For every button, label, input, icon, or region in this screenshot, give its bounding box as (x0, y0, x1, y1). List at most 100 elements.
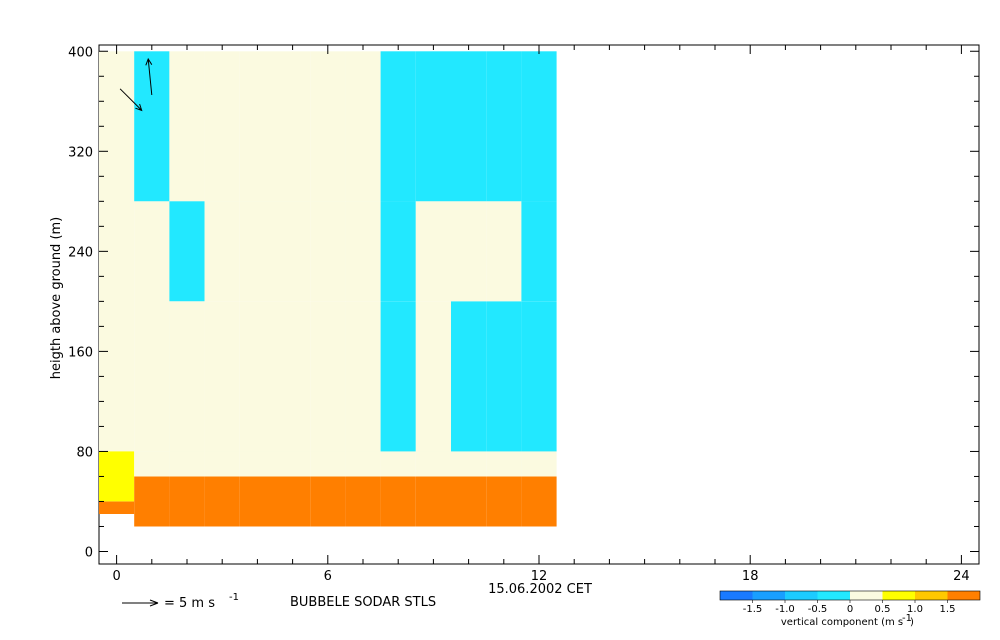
colorbar-bin (915, 591, 948, 600)
wind-arrow (119, 88, 143, 112)
heat-cell (169, 301, 205, 452)
heat-cell (380, 301, 416, 452)
heat-cell (99, 501, 135, 514)
heat-cell (345, 201, 381, 302)
heat-cell (169, 201, 205, 302)
station-label: BUBBELE SODAR STLS (290, 595, 436, 610)
heat-cell (169, 51, 205, 202)
heat-cell (239, 476, 275, 527)
colorbar-title: vertical component (m s (781, 617, 903, 628)
colorbar-bin (752, 591, 785, 600)
colorbar-bin (882, 591, 915, 600)
heat-cell (451, 301, 487, 452)
heat-cell (204, 51, 240, 202)
y-tick-label: 400 (68, 45, 93, 60)
heat-cell (451, 451, 487, 477)
y-tick-label: 320 (68, 145, 93, 160)
x-tick-label: 12 (531, 569, 548, 584)
heat-cell (275, 51, 311, 202)
heat-cell (380, 201, 416, 302)
heat-cell (275, 201, 311, 302)
arrow-legend-head (149, 599, 159, 607)
heat-cell (275, 476, 311, 527)
heat-cell (204, 301, 240, 452)
heat-cell (486, 476, 522, 527)
colorbar-bin (947, 591, 980, 600)
x-tick-label: 24 (953, 569, 970, 584)
heat-cell (345, 51, 381, 202)
colorbar-bin (720, 591, 753, 600)
arrow-legend: = 5 m s -1 (122, 592, 239, 611)
heat-cell (275, 451, 311, 477)
colorbar-tick-label: -1.0 (775, 604, 795, 615)
x-tick-label: 18 (742, 569, 759, 584)
heat-cell (451, 51, 487, 202)
heat-cell (310, 451, 346, 477)
colorbar-bin (817, 591, 850, 600)
heat-cell (169, 476, 205, 527)
y-tick-label: 0 (85, 545, 93, 560)
y-tick-label: 240 (68, 245, 93, 260)
arrow-legend-text: = 5 m s (164, 596, 215, 611)
heat-cell (415, 51, 451, 202)
colorbar-tick-label: 1.5 (940, 604, 956, 615)
heat-cell (204, 476, 240, 527)
heat-cell (239, 451, 275, 477)
x-axis-title: 15.06.2002 CET (488, 582, 592, 597)
heat-cell (486, 451, 522, 477)
heat-cell (415, 301, 451, 452)
colorbar-tick-label: -1.5 (743, 604, 763, 615)
heat-cell (310, 301, 346, 452)
colorbar-tick-label: -0.5 (808, 604, 828, 615)
heat-cell (204, 451, 240, 477)
colorbar-bin (850, 591, 883, 600)
x-tick-label: 0 (112, 569, 120, 584)
y-axis-title: heigth above ground (m) (49, 217, 64, 380)
heat-cell (380, 451, 416, 477)
arrow-legend-exponent: -1 (229, 592, 239, 603)
y-tick-label: 80 (76, 445, 93, 460)
heat-cell (451, 476, 487, 527)
heat-cell (451, 201, 487, 302)
x-tick-label: 6 (324, 569, 332, 584)
colorbar-tick-label: 0.5 (875, 604, 891, 615)
heat-cell (134, 51, 170, 202)
heat-cell (521, 451, 557, 477)
wind-arrow (145, 57, 153, 96)
cells-layer (99, 51, 557, 527)
heat-cell (415, 476, 451, 527)
heat-cell (415, 451, 451, 477)
colorbar-title-close: ) (910, 617, 914, 628)
arrows-layer (119, 57, 153, 112)
heat-cell (239, 201, 275, 302)
heat-cell (134, 451, 170, 477)
y-tick-label: 160 (68, 345, 93, 360)
heat-cell (310, 51, 346, 202)
heat-cell (310, 476, 346, 527)
colorbar-tick-label: 0 (847, 604, 853, 615)
heat-cell (486, 51, 522, 202)
heat-cell (345, 451, 381, 477)
heat-cell (415, 201, 451, 302)
colorbar: -1.5 -1.0 -0.5 0 0.5 1.0 1.5 vertical component… (719, 590, 981, 628)
heat-cell (345, 476, 381, 527)
heat-cell (380, 476, 416, 527)
heat-cell (380, 51, 416, 202)
heat-cell (521, 201, 557, 302)
heat-cell (275, 301, 311, 452)
heat-cell (204, 201, 240, 302)
heat-cell (486, 301, 522, 452)
heat-cell (521, 476, 557, 527)
heat-cell (134, 476, 170, 527)
colorbar-title-exponent: -1 (902, 613, 912, 624)
heat-cell (310, 201, 346, 302)
heat-cell (239, 301, 275, 452)
heat-cell (169, 451, 205, 477)
heat-cell (134, 201, 170, 452)
heat-cell (521, 51, 557, 202)
heat-cell (99, 451, 135, 502)
heat-cell (486, 201, 522, 302)
colorbar-bin (785, 591, 818, 600)
